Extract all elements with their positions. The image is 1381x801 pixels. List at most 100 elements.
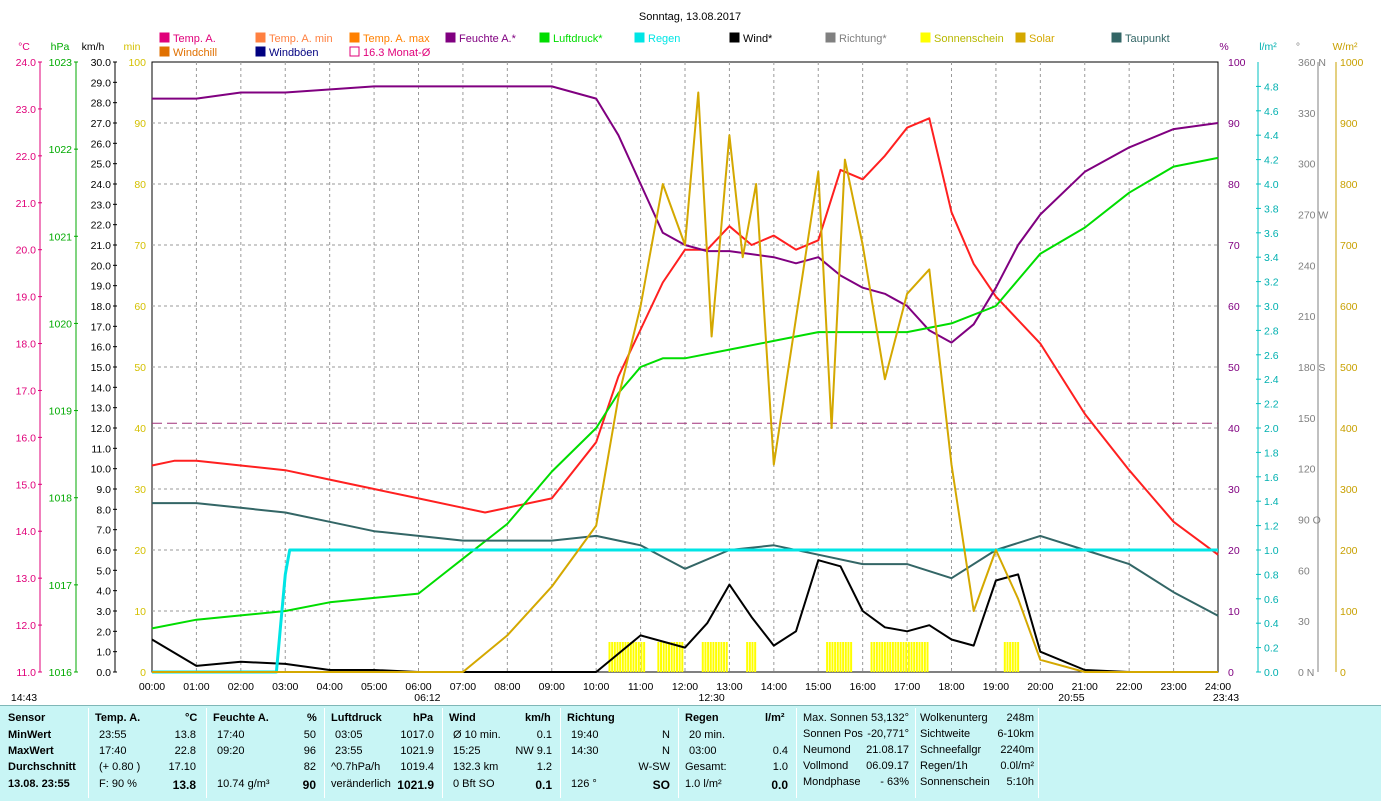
weather-chart: Sonntag, 13.08.2017 Temp. A. Temp. A. min T… — [11, 11, 1364, 704]
time-tick: 07:00 — [450, 681, 476, 693]
wind-tick: 13.0 — [91, 403, 112, 415]
time-tick: 13:00 — [716, 681, 742, 693]
series-luftdruck- — [151, 156, 1219, 630]
wind-tick: 25.0 — [91, 159, 112, 171]
stats-label: Vollmond — [803, 760, 849, 772]
legend-swatch — [539, 32, 550, 43]
stats-time: 14:30 — [571, 745, 599, 757]
time-tick: 00:00 — [139, 681, 165, 693]
pct-tick: 80 — [1228, 179, 1240, 191]
stats-current: 0.1 — [535, 778, 552, 792]
stats-timestamp: 13.08. 23:55 — [8, 778, 70, 790]
dir-tick: 360 N — [1298, 57, 1326, 69]
legend-swatch — [349, 32, 360, 43]
stats-value: 6-10km — [997, 728, 1034, 740]
legend-swatch — [255, 32, 266, 43]
stats-wind-col: Wind km/h Ø 10 min. 0.1 15:25 NW 9.1 132… — [443, 706, 560, 801]
minutes-tick: 50 — [134, 362, 146, 374]
stats-label: Sonnen Pos — [803, 728, 863, 740]
pct-tick: 90 — [1228, 118, 1240, 130]
time-tick: 22:00 — [1116, 681, 1142, 693]
time-tick: 12:00 — [672, 681, 698, 693]
rain-tick: 2.2 — [1264, 399, 1279, 411]
press-tick: 1023 — [49, 57, 73, 69]
stats-foot: 0 Bft SO — [453, 778, 495, 790]
legend-swatch — [349, 46, 360, 57]
press-tick: 1021 — [49, 231, 73, 243]
time-tick: 02:00 — [228, 681, 254, 693]
time-tick: 20:00 — [1027, 681, 1053, 693]
stats-cloud-col: Wolkenunterg 248m Sichtweite 6-10km Schn… — [916, 706, 1038, 801]
wind-tick: 7.0 — [96, 525, 111, 537]
legend-label: Feuchte A.* — [459, 33, 517, 45]
minutes-tick: 90 — [134, 118, 146, 130]
stats-time: 17:40 — [99, 745, 127, 757]
stats-label: Mondphase — [803, 776, 861, 788]
time-tick: 04:00 — [317, 681, 343, 693]
wind-tick: 16.0 — [91, 342, 112, 354]
rain-tick: 3.6 — [1264, 228, 1279, 240]
time-tick: 18:00 — [938, 681, 964, 693]
minutes-tick: 40 — [134, 423, 146, 435]
minutes-unit-label: min — [124, 41, 141, 53]
stats-label: Neumond — [803, 744, 851, 756]
pct-tick: 0 — [1228, 667, 1234, 679]
temp-tick: 13.0 — [16, 573, 37, 585]
stats-time: 03:05 — [335, 729, 363, 741]
stats-sensor-head: Sensor — [8, 712, 46, 724]
marker-sunset: 20:55 — [1058, 692, 1084, 704]
solar-tick: 600 — [1340, 301, 1358, 313]
stats-head: Wind — [449, 712, 476, 724]
stats-value: 1.0 — [772, 761, 788, 773]
stats-value: 13.8 — [174, 729, 196, 741]
stats-richtung-col: Richtung 19:40 N 14:30 N W-SW 126 ° SO — [561, 706, 678, 801]
rain-tick: 1.4 — [1264, 496, 1279, 508]
legend-swatch — [159, 32, 170, 43]
wind-tick: 6.0 — [96, 545, 111, 557]
stats-label: Sonnenschein — [920, 776, 990, 788]
legend-label: Regen — [648, 33, 680, 45]
time-tick: 06:00 — [405, 681, 431, 693]
rain-tick: 4.2 — [1264, 155, 1279, 167]
stats-foot: F: 90 % — [99, 778, 137, 790]
rain-tick: 2.8 — [1264, 325, 1279, 337]
rain-tick: 0.0 — [1264, 667, 1279, 679]
rain-tick: 2.6 — [1264, 350, 1279, 362]
stats-row-label: MinWert — [8, 729, 52, 741]
dir-tick: 120 — [1298, 464, 1316, 476]
legend-label: Temp. A. min — [269, 33, 333, 45]
stats-time: 23:55 — [335, 745, 363, 757]
stats-value: 1.2 — [536, 761, 552, 773]
time-tick: 09:00 — [539, 681, 565, 693]
minutes-tick: 70 — [134, 240, 146, 252]
dir-tick: 30 — [1298, 616, 1310, 628]
stats-tendency: ^0.7hPa/h — [331, 761, 381, 773]
temp-tick: 12.0 — [16, 620, 37, 632]
minutes-tick: 60 — [134, 301, 146, 313]
time-tick: 15:00 — [805, 681, 831, 693]
legend-label: Windböen — [269, 47, 319, 59]
dir-tick: 150 — [1298, 413, 1316, 425]
series-temp-a- — [151, 117, 1219, 556]
stats-time: (+ 0.80 ) — [99, 761, 141, 773]
stats-value: NW 9.1 — [515, 745, 552, 757]
temp-tick: 16.0 — [16, 432, 37, 444]
stats-time: 23:55 — [99, 729, 127, 741]
stats-time: 19:40 — [571, 729, 599, 741]
minutes-tick: 0 — [140, 667, 146, 679]
time-tick: 19:00 — [983, 681, 1009, 693]
temp-tick: 18.0 — [16, 339, 37, 351]
wind-tick: 28.0 — [91, 98, 112, 110]
temp-tick: 11.0 — [16, 667, 36, 679]
legend-label: Temp. A. max — [363, 33, 430, 45]
wind-tick: 27.0 — [91, 118, 112, 130]
stats-druck-col: Luftdruck hPa 03:05 1017.0 23:55 1021.9 … — [325, 706, 442, 801]
wind-tick: 3.0 — [96, 606, 111, 618]
rain-tick: 1.8 — [1264, 447, 1279, 459]
rain-tick: 4.6 — [1264, 106, 1279, 118]
marker-end: 23:43 — [1213, 692, 1239, 704]
stats-unit: °C — [185, 712, 198, 724]
rain-tick: 3.4 — [1264, 252, 1279, 264]
stats-time: 15:25 — [453, 745, 481, 757]
rain-tick: 2.4 — [1264, 374, 1279, 386]
